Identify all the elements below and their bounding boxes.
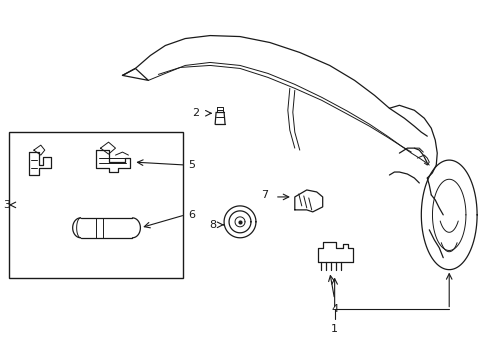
- Text: 5: 5: [188, 160, 195, 170]
- Text: 7: 7: [261, 190, 268, 200]
- Text: 8: 8: [209, 220, 216, 230]
- Text: 3: 3: [3, 200, 10, 210]
- Text: 2: 2: [192, 108, 199, 118]
- Text: 4: 4: [330, 305, 338, 315]
- Bar: [9, 132, 183, 278]
- Text: 6: 6: [188, 210, 195, 220]
- Text: 1: 1: [330, 324, 338, 334]
